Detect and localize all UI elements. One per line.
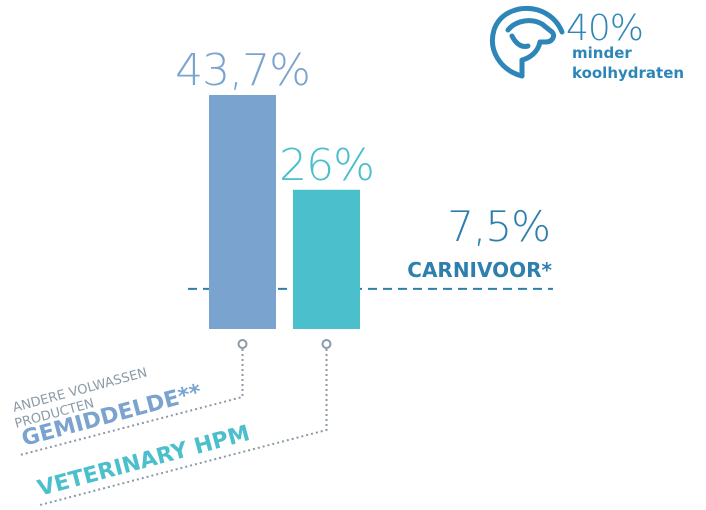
dog-icon bbox=[490, 5, 565, 79]
badge-line: koolhydraten bbox=[572, 64, 684, 82]
bar bbox=[209, 94, 276, 329]
leader-line bbox=[19, 349, 244, 456]
leader-dot bbox=[237, 339, 248, 349]
leader-line bbox=[39, 349, 328, 506]
value-label: 26% bbox=[279, 140, 374, 191]
reference-label: CARNIVOOR* bbox=[407, 258, 552, 282]
leader-dot bbox=[321, 339, 332, 349]
value-label: 43,7% bbox=[175, 45, 310, 96]
badge-value: 40% bbox=[566, 8, 643, 49]
badge-line: minder bbox=[572, 44, 632, 62]
bar bbox=[293, 189, 360, 329]
reference-value-label: 7,5% bbox=[447, 202, 550, 251]
